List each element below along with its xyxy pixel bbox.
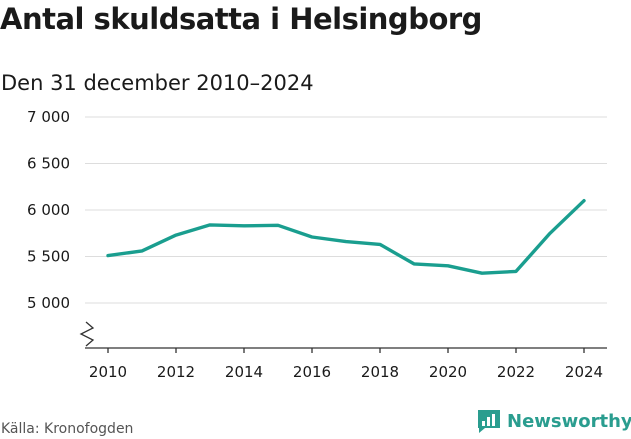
brand-name: Newsworthy	[507, 410, 631, 432]
chart-subtitle: Den 31 december 2010–2024	[1, 71, 314, 95]
newsworthy-logo-icon	[478, 410, 500, 433]
y-tick-label: 5 500	[27, 248, 70, 266]
x-tick-label: 2010	[89, 363, 127, 381]
y-tick-label: 7 000	[27, 108, 70, 126]
x-axis: 2010 2012 2014 2016 2018 2020 2022 2024	[85, 347, 607, 381]
x-tick-label: 2024	[565, 363, 603, 381]
y-tick-label: 6 000	[27, 201, 70, 219]
source-note: Källa: Kronofogden	[1, 421, 134, 437]
axis-break-icon	[79, 321, 95, 347]
x-tick-label: 2022	[497, 363, 535, 381]
x-tick-label: 2020	[429, 363, 467, 381]
brand-logo[interactable]: Newsworthy	[476, 408, 631, 434]
x-tick-label: 2016	[293, 363, 331, 381]
series-line	[106, 198, 586, 275]
x-tick-label: 2012	[157, 363, 195, 381]
series-layer	[106, 198, 586, 275]
x-tick-label: 2018	[361, 363, 399, 381]
grid-lines	[85, 116, 607, 304]
y-axis-ticks: 5 000 5 500 6 000 6 500 7 000	[27, 108, 95, 347]
y-tick-label: 5 000	[27, 294, 70, 312]
y-tick-label: 6 500	[27, 155, 70, 173]
x-tick-label: 2014	[225, 363, 263, 381]
chart-title: Antal skuldsatta i Helsingborg	[0, 2, 482, 36]
